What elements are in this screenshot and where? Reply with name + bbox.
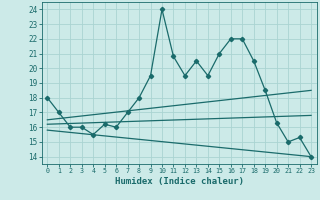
X-axis label: Humidex (Indice chaleur): Humidex (Indice chaleur) bbox=[115, 177, 244, 186]
